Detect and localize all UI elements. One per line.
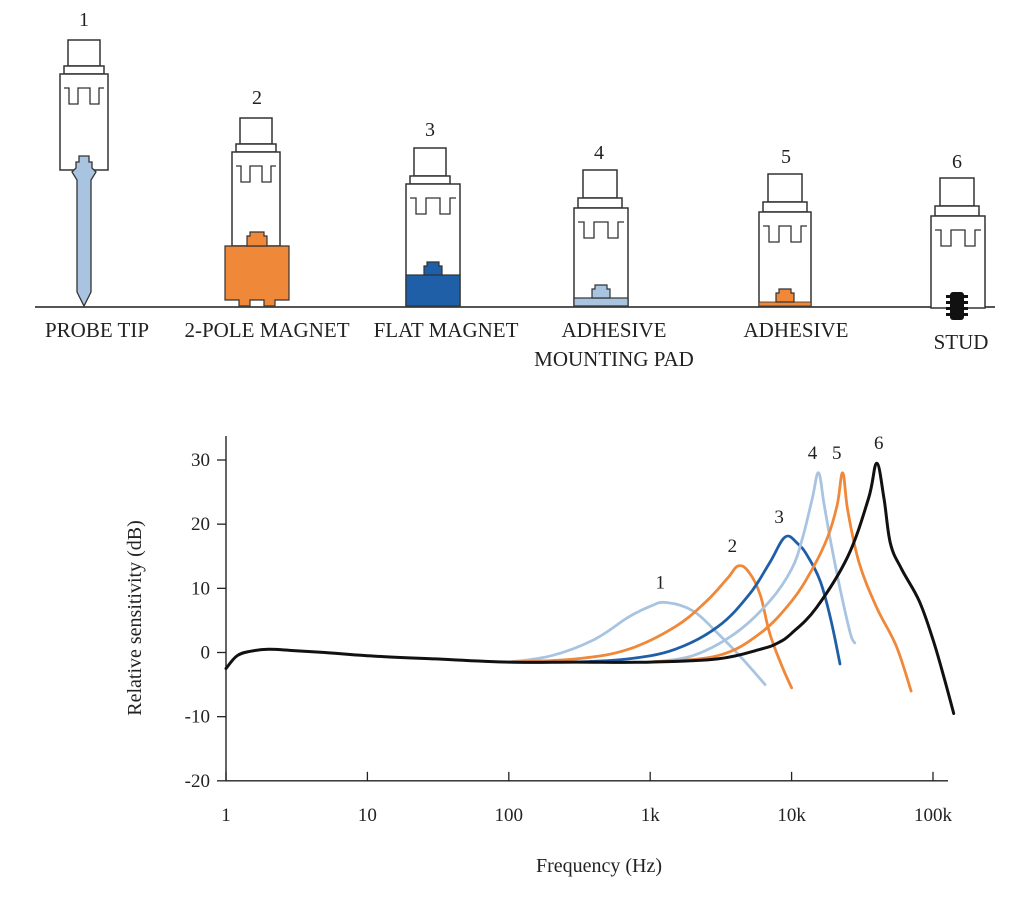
sensor-body [930, 177, 986, 309]
x-tick-label: 1k [641, 805, 661, 826]
series-label-3: 3 [774, 507, 784, 528]
curve-labels: 1 2 3 4 5 6 [656, 433, 884, 593]
chart-curves [224, 461, 956, 715]
series-line-2 [507, 564, 793, 690]
series-label-6: 6 [874, 433, 884, 454]
stud-nub [775, 288, 795, 303]
x-tick-label: 100 [495, 805, 524, 826]
series-label-5: 5 [832, 443, 842, 464]
sensor-body [59, 39, 109, 171]
sensor-body [758, 173, 812, 307]
probe-tip-shape [71, 155, 97, 308]
two-pole-magnet-shape [224, 245, 290, 307]
mount-number-4: 4 [594, 142, 604, 164]
mount-number-2: 2 [252, 87, 262, 109]
y-tick-label: -20 [185, 771, 210, 792]
y-axis-ticks: 30 20 10 0 -10 -20 [185, 450, 226, 792]
mount-label-5: ADHESIVE [744, 318, 849, 342]
series-line-5 [648, 471, 913, 693]
mounting-illustration: 1 PROBE TIP 2 2-POLE MAGNET [35, 9, 995, 371]
mount-1-probe-tip: 1 PROBE TIP [45, 9, 149, 342]
threaded-stud-shape [946, 292, 968, 320]
x-tick-label: 10 [358, 805, 377, 826]
series-line-3 [574, 534, 842, 666]
stud-nub [246, 231, 268, 247]
y-tick-label: 10 [191, 578, 210, 599]
mount-label-2: 2-POLE MAGNET [184, 318, 349, 342]
mount-6-stud: 6 STUD [930, 151, 989, 354]
stud-nub [423, 261, 443, 276]
x-tick-label: 100k [914, 805, 953, 826]
mount-label-3: FLAT MAGNET [374, 318, 519, 342]
series-line-6 [224, 461, 956, 715]
x-axis-title: Frequency (Hz) [536, 855, 662, 877]
y-tick-label: 20 [191, 514, 210, 535]
mount-2-two-pole-magnet: 2 2-POLE MAGNET [184, 87, 349, 342]
series-label-1: 1 [656, 572, 666, 593]
adhesive-pad-shape [573, 297, 629, 307]
mount-label-4-line2: MOUNTING PAD [534, 347, 694, 371]
series-line-1 [507, 600, 767, 686]
mount-number-5: 5 [781, 146, 791, 168]
x-axis-ticks: 1 10 100 1k 10k 100k [221, 771, 953, 826]
y-tick-label: 30 [191, 450, 210, 471]
stud-nub [591, 284, 611, 299]
y-axis-title: Relative sensitivity (dB) [124, 520, 146, 716]
mount-5-adhesive: 5 ADHESIVE [744, 146, 849, 342]
sensor-body [231, 117, 281, 247]
mount-label-1: PROBE TIP [45, 318, 149, 342]
flat-magnet-shape [405, 274, 461, 307]
chart-axes [225, 436, 948, 782]
y-tick-label: -10 [185, 707, 210, 728]
mount-label-6: STUD [934, 330, 989, 354]
x-tick-label: 10k [777, 805, 806, 826]
mount-label-4: ADHESIVE [562, 318, 667, 342]
mount-number-6: 6 [952, 151, 962, 173]
mount-number-3: 3 [425, 119, 435, 141]
mount-4-adhesive-pad: 4 ADHESIVE MOUNTING PAD [534, 142, 694, 371]
series-line-4 [648, 471, 857, 664]
y-tick-label: 0 [201, 643, 211, 664]
mount-3-flat-magnet: 3 FLAT MAGNET [374, 119, 519, 342]
series-label-4: 4 [808, 443, 818, 464]
series-label-2: 2 [728, 536, 738, 557]
mount-number-1: 1 [79, 9, 89, 31]
x-tick-label: 1 [221, 805, 231, 826]
